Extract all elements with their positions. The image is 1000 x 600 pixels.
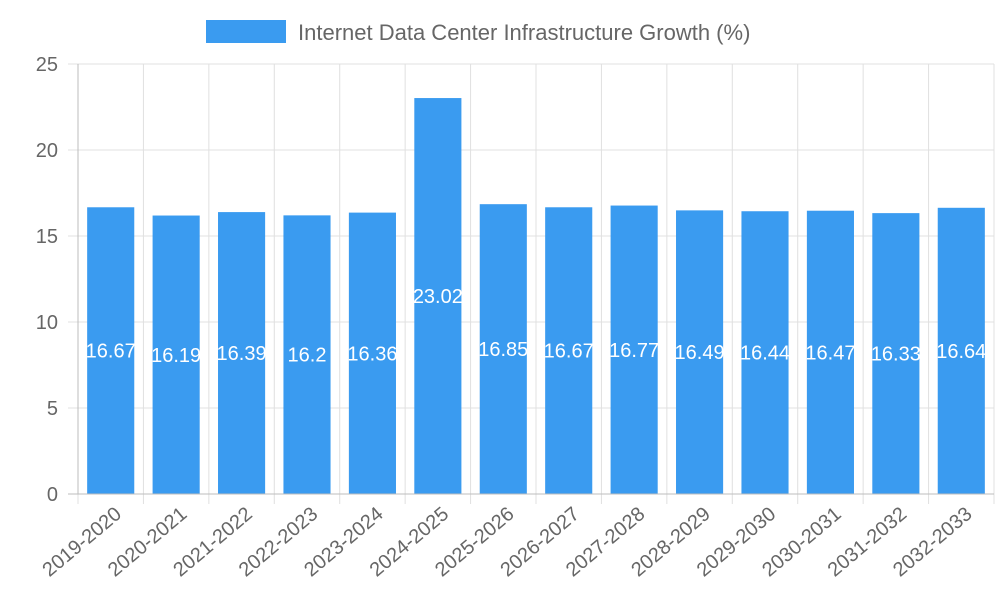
legend-label[interactable]: Internet Data Center Infrastructure Grow… (298, 20, 750, 45)
bar-value-label: 16.77 (609, 340, 659, 362)
bar-value-label: 16.64 (936, 341, 986, 363)
bar-value-label: 16.2 (288, 345, 327, 367)
bar-value-label: 16.67 (544, 341, 594, 363)
bar[interactable] (545, 207, 593, 494)
y-tick-label: 0 (47, 484, 58, 506)
y-tick-label: 10 (36, 312, 58, 334)
bar[interactable] (348, 212, 396, 494)
y-tick-label: 25 (36, 54, 58, 76)
bar[interactable] (872, 213, 920, 494)
bar[interactable] (806, 210, 854, 494)
bar[interactable] (937, 207, 985, 495)
bar[interactable] (152, 215, 200, 495)
bar-value-label: 16.85 (478, 339, 528, 361)
bar-value-label: 16.39 (217, 343, 267, 365)
bar-value-label: 23.02 (413, 286, 463, 308)
bar-value-label: 16.49 (675, 342, 725, 364)
legend[interactable]: Internet Data Center Infrastructure Grow… (206, 20, 750, 45)
bar-value-label: 16.44 (740, 343, 790, 365)
legend-swatch[interactable] (206, 20, 286, 43)
grid (68, 63, 995, 504)
y-tick-label: 20 (36, 140, 58, 162)
y-tick-label: 5 (47, 398, 58, 420)
bar-value-label: 16.19 (151, 345, 201, 367)
bar[interactable] (741, 211, 789, 494)
bar[interactable] (87, 207, 135, 494)
bar[interactable] (610, 205, 658, 494)
bar-value-label: 16.33 (871, 344, 921, 366)
bar-value-label: 16.36 (347, 343, 397, 365)
bar-value-label: 16.47 (805, 342, 855, 364)
bar[interactable] (218, 212, 266, 495)
bar[interactable] (414, 98, 462, 494)
bars: 16.67 16.19 16.39 16.2 16.36 23.02 16.85 16.67 1… (86, 98, 986, 495)
bar-value-label: 16.67 (86, 341, 136, 363)
bar[interactable] (479, 204, 527, 494)
bar[interactable] (676, 210, 724, 494)
bar[interactable] (283, 215, 331, 495)
y-tick-label: 15 (36, 226, 58, 248)
